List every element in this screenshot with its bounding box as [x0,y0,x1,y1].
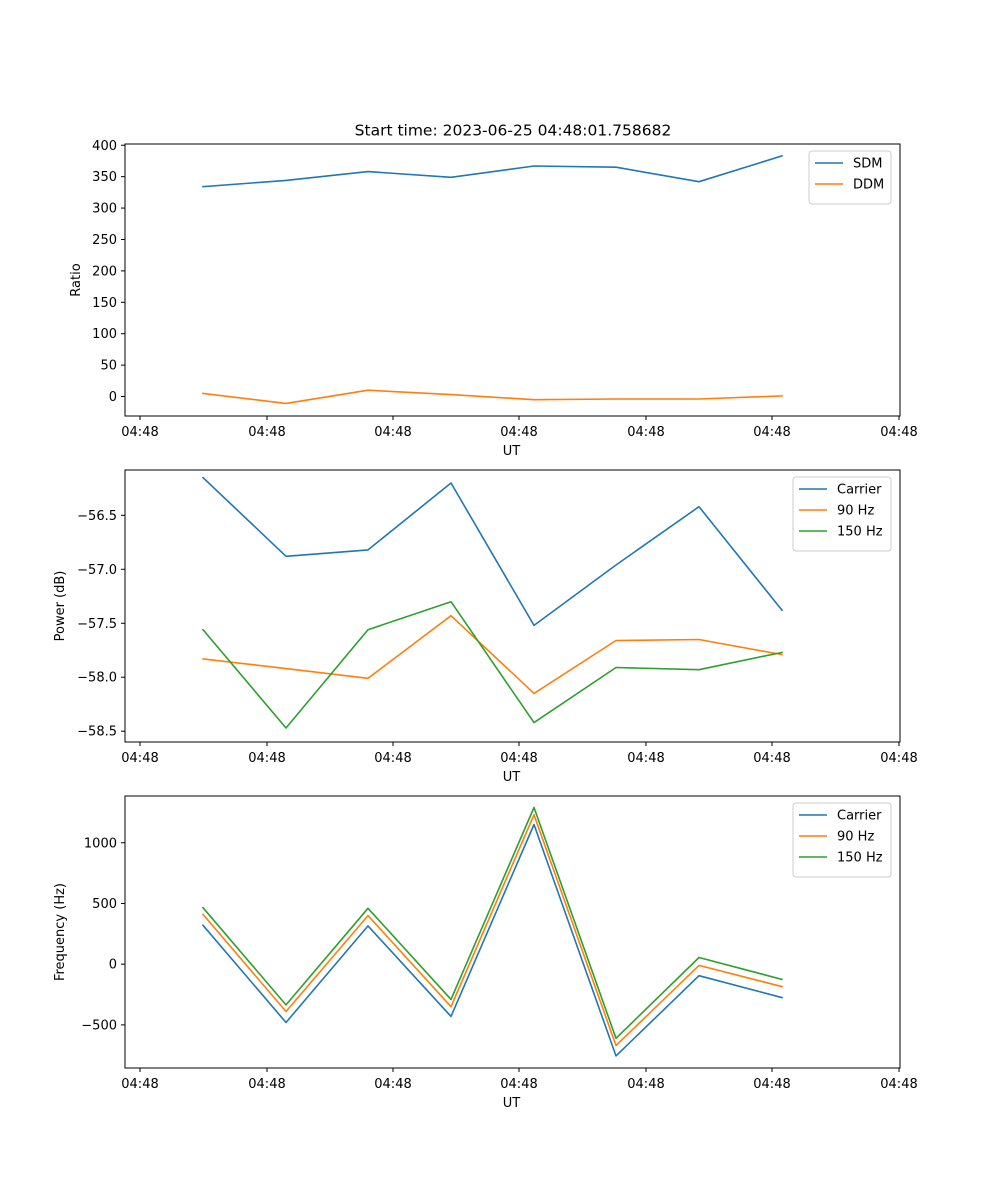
y-tick-label: 150 [92,296,117,311]
x-tick-label: 04:48 [248,751,285,766]
y-tick-label: −500 [81,1018,117,1033]
x-tick-label: 04:48 [627,1077,664,1092]
x-tick-label: 04:48 [121,751,158,766]
plot-frame [124,795,901,1069]
y-tick-label: 0 [109,390,117,405]
series-line-90-hz [201,813,783,1047]
x-tick-label: 04:48 [500,751,537,766]
y-axis-label: Power (dB) [53,571,68,642]
legend-box [792,476,892,552]
chart-panels: 04:48 04:48 04:48 04:48 04:48 04:48 04:48 0 50 10… [53,139,918,1111]
legend-box [808,150,892,205]
legend-label: 90 Hz [837,830,874,845]
x-tick-label: 04:48 [627,751,664,766]
x-axis-label: UT [503,444,521,459]
y-tick-label: 100 [92,327,117,342]
series-line-carrier [201,823,783,1057]
legend-box [792,802,892,878]
y-tick-label: −56.5 [77,509,117,524]
x-tick-label: 04:48 [753,1077,790,1092]
legend-label: Carrier [837,483,882,498]
x-tick-label: 04:48 [121,1077,158,1092]
y-tick-label: 250 [92,233,117,248]
plot-frame [124,469,901,743]
chart-panel-3: 04:48 04:48 04:48 04:48 04:48 04:48 04:48 −500 0… [53,795,918,1111]
x-axis-label: UT [503,770,521,785]
x-axis-label: UT [503,1096,521,1111]
series-line-sdm [202,154,784,188]
y-axis-label: Ratio [69,263,84,296]
y-axis-label: Frequency (Hz) [53,883,68,981]
series-line-90-hz [202,614,783,695]
x-tick-label: 04:48 [880,425,917,440]
y-tick-label: 500 [92,897,117,912]
legend-label: SDM [853,157,882,172]
y-tick-label: −57.0 [77,563,117,578]
plot-frame [124,143,901,417]
x-tick-label: 04:48 [500,1077,537,1092]
y-tick-label: 400 [92,139,117,154]
legend-label: Carrier [837,809,882,824]
y-tick-label: 50 [100,359,117,374]
y-tick-label: 1000 [84,836,117,851]
y-tick-label: 300 [92,202,117,217]
x-tick-label: 04:48 [248,1077,285,1092]
series-line-150-hz [201,600,783,729]
y-tick-label: −57.5 [77,617,117,632]
y-tick-label: 350 [92,170,117,185]
legend: Carrier 90 Hz 150 Hz [792,476,892,552]
chart-panel-2: 04:48 04:48 04:48 04:48 04:48 04:48 04:48 −58.5… [53,469,918,785]
figure-title: Start time: 2023-06-25 04:48:01.758682 [355,122,672,140]
y-tick-label: 0 [109,958,117,973]
y-tick-label: 200 [92,264,117,279]
y-tick-label: −58.5 [77,725,117,740]
x-tick-label: 04:48 [374,1077,411,1092]
x-tick-label: 04:48 [500,425,537,440]
x-tick-label: 04:48 [121,425,158,440]
legend-label: DDM [853,178,884,193]
legend-label: 90 Hz [837,504,874,519]
chart-panel-1: 04:48 04:48 04:48 04:48 04:48 04:48 04:48 0 50 10… [69,139,918,459]
series-line-ddm [202,389,783,405]
legend-label: 150 Hz [837,851,883,866]
x-tick-label: 04:48 [627,425,664,440]
legend: SDM DDM [808,150,892,205]
series-line-150-hz [201,806,783,1040]
series-line-carrier [201,476,784,627]
x-tick-label: 04:48 [753,425,790,440]
x-tick-label: 04:48 [880,751,917,766]
x-tick-label: 04:48 [880,1077,917,1092]
x-tick-label: 04:48 [248,425,285,440]
legend-label: 150 Hz [837,525,883,540]
y-tick-label: −58.0 [77,671,117,686]
x-tick-label: 04:48 [374,425,411,440]
x-tick-label: 04:48 [374,751,411,766]
legend: Carrier 90 Hz 150 Hz [792,802,892,878]
x-tick-label: 04:48 [753,751,790,766]
